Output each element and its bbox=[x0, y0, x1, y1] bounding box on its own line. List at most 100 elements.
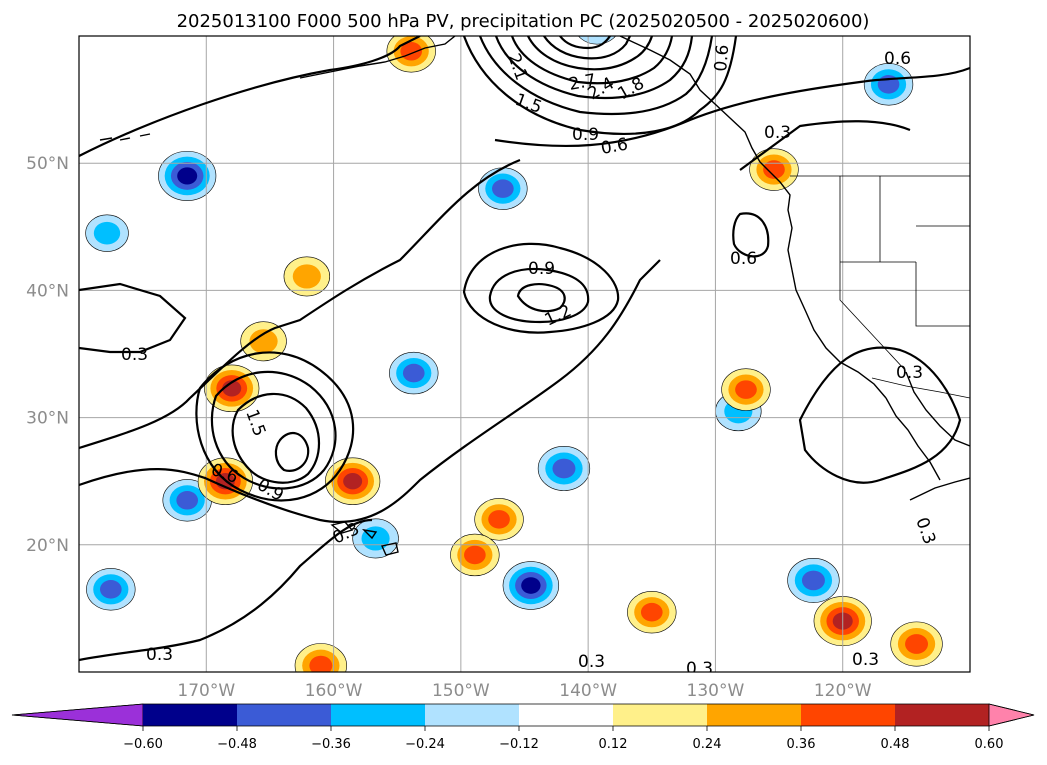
contour-label-0.6-east: 0.6 bbox=[730, 249, 757, 269]
precip-negative-blob bbox=[787, 557, 840, 603]
lon-tick-label: 130°W bbox=[687, 681, 745, 701]
precip-contour-fill bbox=[735, 380, 757, 399]
colorbar-tick-label: −0.60 bbox=[123, 737, 163, 752]
precip-negative-blob bbox=[389, 351, 439, 395]
contour-1.2-ring bbox=[488, 268, 590, 324]
colorbar-segment bbox=[613, 704, 708, 726]
us-mexico-border bbox=[871, 377, 970, 399]
contour-1.5-ring bbox=[516, 283, 566, 313]
contour-1.2-low bbox=[231, 392, 320, 484]
coastlines bbox=[99, 36, 970, 556]
precipitation-pc-layer bbox=[85, 36, 943, 672]
colorbar-extend-low bbox=[11, 703, 144, 727]
contour-label-0.6-north: 0.6 bbox=[599, 135, 629, 159]
borders bbox=[790, 175, 970, 399]
map-frame bbox=[78, 35, 971, 673]
contour-0.3-west bbox=[79, 282, 187, 354]
lon-tick-label: 160°W bbox=[305, 681, 363, 701]
contour-label-0.3-south: 0.3 bbox=[146, 645, 173, 665]
state-borders bbox=[839, 176, 970, 371]
lat-tick-label: 20°N bbox=[26, 536, 69, 556]
precip-contour-fill bbox=[552, 458, 576, 479]
contour-label-0.3-se: 0.3 bbox=[852, 650, 879, 670]
baja-gulf-coast bbox=[905, 371, 970, 447]
lon-tick-label: 170°W bbox=[177, 681, 235, 701]
alaska-panhandle-coast bbox=[619, 36, 761, 163]
precip-contour-fill bbox=[488, 510, 510, 529]
contour-label-0.9-north: 0.9 bbox=[572, 125, 599, 145]
colorbar-segment bbox=[425, 704, 520, 726]
precip-contour-fill bbox=[177, 167, 198, 185]
precip-contour-fill bbox=[402, 363, 425, 383]
precip-positive-blob bbox=[450, 533, 500, 577]
precip-contour-fill bbox=[640, 602, 663, 622]
colorbar-segment bbox=[707, 704, 802, 726]
canada-coast bbox=[759, 161, 793, 271]
lon-tick-label: 120°W bbox=[814, 681, 872, 701]
contour-0.6-east bbox=[732, 212, 770, 258]
contour-0.9-low bbox=[210, 370, 337, 490]
precip-positive-blob bbox=[890, 621, 943, 667]
precip-contour-fill bbox=[464, 545, 486, 565]
colorbar-segment bbox=[895, 704, 990, 726]
lat-tick-label: 50°N bbox=[26, 154, 69, 174]
contour-label-0.6-alaska: 0.6 bbox=[711, 44, 733, 73]
lat-tick-label: 40°N bbox=[26, 281, 69, 301]
contour-1.8-north bbox=[510, 36, 674, 85]
colorbar-tick-label: 0.60 bbox=[975, 737, 1004, 752]
colorbar-tick-label: −0.48 bbox=[217, 737, 257, 752]
contour-1.2-north bbox=[478, 36, 714, 116]
contour-0.3-east bbox=[739, 120, 962, 484]
precip-positive-blob bbox=[627, 591, 677, 634]
latitude-labels: 50°N 40°N 30°N 20°N bbox=[26, 154, 69, 556]
colorbar-tick-label: 0.48 bbox=[881, 737, 910, 752]
precip-negative-blob bbox=[158, 150, 217, 201]
contour-2.4-north bbox=[543, 36, 631, 60]
us-west-coast bbox=[791, 269, 887, 399]
lon-tick-label: 150°W bbox=[432, 681, 490, 701]
precip-contour-fill bbox=[309, 655, 333, 672]
contour-label-0.3-bottom: 0.3 bbox=[578, 652, 605, 672]
contour-0.6-low bbox=[195, 351, 355, 502]
contour-label-0.3-ne: 0.3 bbox=[764, 123, 791, 143]
precip-contour-fill bbox=[492, 179, 514, 198]
precip-contour-fill bbox=[343, 473, 363, 490]
precip-contour-fill bbox=[763, 160, 785, 179]
contour-2.7-north bbox=[559, 36, 611, 50]
precip-contour-fill bbox=[176, 491, 199, 510]
precip-negative-blob bbox=[85, 214, 129, 252]
baja-coast bbox=[885, 397, 941, 481]
colorbar-tick-label: −0.24 bbox=[405, 737, 445, 752]
contour-label-0.3-east: 0.3 bbox=[896, 363, 923, 383]
chart-title: 2025013100 F000 500 hPa PV, precipitatio… bbox=[177, 11, 870, 32]
colorbar-segment bbox=[801, 704, 896, 726]
contour-0.3-main bbox=[79, 36, 521, 450]
contour-0.6-arc bbox=[79, 259, 661, 523]
precip-contour-fill bbox=[905, 634, 929, 654]
colorbar-tick-label: 0.36 bbox=[787, 737, 816, 752]
colorbar-tick-label: 0.24 bbox=[693, 737, 722, 752]
colorbar-tick-label: −0.36 bbox=[311, 737, 351, 752]
precip-contour-fill bbox=[99, 580, 122, 599]
contour-label-2.7-north: 2.7 bbox=[567, 71, 597, 95]
graticule bbox=[79, 36, 970, 672]
alaska-coastline bbox=[299, 36, 456, 79]
precip-contour-fill bbox=[93, 221, 121, 245]
colorbar: −0.60 −0.48 −0.36 −0.24 −0.12 0.12 0.24 0.36 0.4… bbox=[11, 703, 1035, 752]
colorbar-segment bbox=[143, 704, 238, 726]
contour-2.1-north bbox=[527, 36, 654, 71]
colorbar-segment bbox=[237, 704, 332, 726]
lon-tick-label: 140°W bbox=[559, 681, 617, 701]
colorbar-tick-label: −0.12 bbox=[499, 737, 539, 752]
precip-contour-fill bbox=[292, 264, 321, 289]
lat-tick-label: 30°N bbox=[26, 409, 69, 429]
contour-label-0.3-west: 0.3 bbox=[121, 345, 148, 365]
mexico-coast bbox=[909, 477, 970, 501]
precip-positive-blob bbox=[240, 321, 287, 362]
precip-negative-blob bbox=[863, 63, 914, 106]
precip-contour-fill bbox=[801, 570, 825, 591]
precip-contour-fill bbox=[521, 577, 541, 594]
contour-0.9-ring bbox=[462, 242, 620, 334]
colorbar-segment bbox=[331, 704, 426, 726]
